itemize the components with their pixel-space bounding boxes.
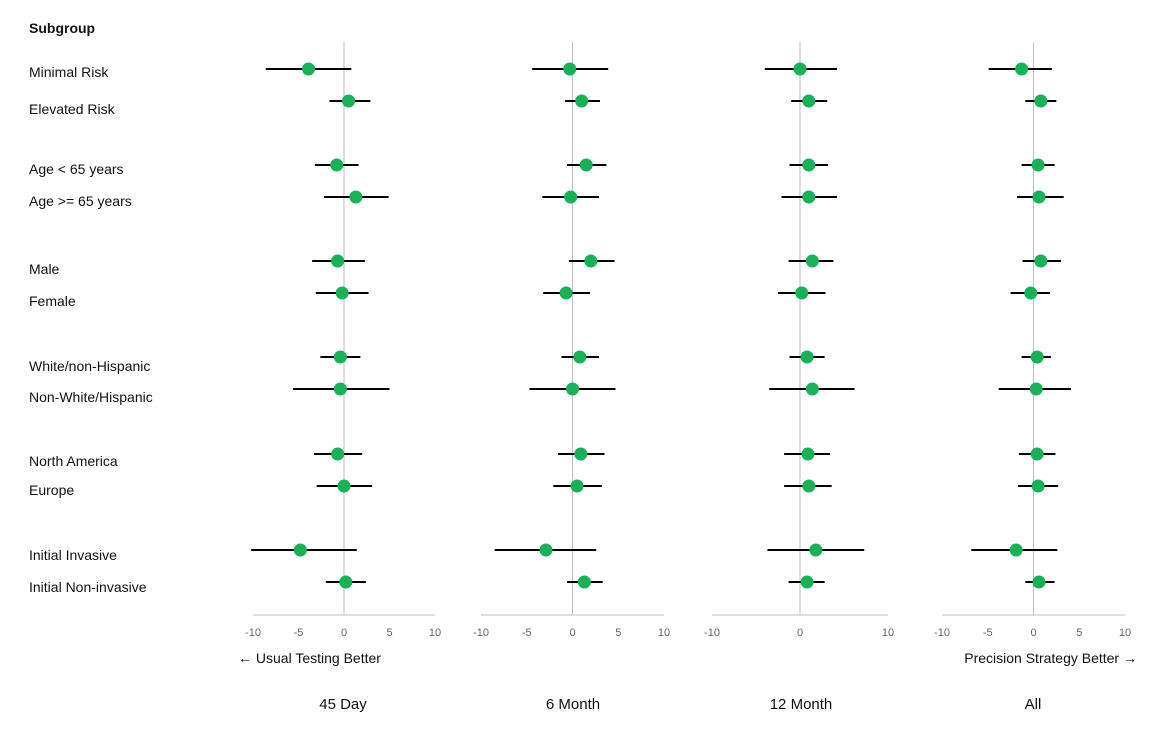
subgroup-labels: Minimal Risk Elevated Risk Age < 65 years A… (29, 64, 153, 595)
point-estimate (330, 158, 344, 172)
subgroup-label: Age < 65 years (29, 161, 124, 177)
tick-label: 0 (1030, 627, 1036, 639)
point-estimate (793, 62, 807, 76)
point-estimate (559, 286, 573, 300)
point-estimate (339, 575, 353, 589)
point-estimate (584, 254, 598, 268)
panels: -10 -5 0 5 10 45 Day -10 -5 0 5 10 6 Month -10 0 10 12 … (245, 42, 1131, 713)
tick-label: 10 (429, 627, 441, 639)
point-estimate (573, 350, 587, 364)
subgroup-label: White/non-Hispanic (29, 358, 150, 374)
point-estimate (575, 94, 589, 108)
point-estimate (1034, 94, 1048, 108)
subgroup-label: Male (29, 261, 60, 277)
tick-label: -10 (704, 627, 720, 639)
point-estimate (577, 575, 591, 589)
panel-title: 45 Day (319, 696, 367, 713)
panel-45-day: -10 -5 0 5 10 45 Day (245, 42, 441, 713)
subgroup-header: Subgroup (29, 20, 95, 36)
point-estimate (1031, 158, 1045, 172)
point-estimate (802, 158, 816, 172)
panel-title: All (1025, 696, 1042, 713)
point-estimate (1031, 479, 1045, 493)
subgroup-label: Female (29, 293, 76, 309)
point-estimate (331, 447, 345, 461)
point-estimate (333, 350, 347, 364)
point-estimate (539, 543, 553, 557)
point-estimate (574, 447, 588, 461)
tick-label: -10 (245, 627, 261, 639)
point-estimate (805, 382, 819, 396)
tick-label: 5 (615, 627, 621, 639)
subgroup-label: Age >= 65 years (29, 193, 132, 209)
point-estimate (1030, 350, 1044, 364)
point-estimate (579, 158, 593, 172)
point-estimate (802, 190, 816, 204)
direction-left-label: ← Usual Testing Better (238, 650, 381, 666)
tick-label: -10 (473, 627, 489, 639)
panel-12-month: -10 0 10 12 Month (704, 42, 894, 713)
point-estimate (801, 447, 815, 461)
subgroup-label: Initial Non-invasive (29, 579, 147, 595)
subgroup-label: North America (29, 453, 118, 469)
point-estimate (1009, 543, 1023, 557)
panel-title: 12 Month (770, 696, 833, 713)
point-estimate (805, 254, 819, 268)
point-estimate (564, 190, 578, 204)
tick-label: -5 (522, 627, 532, 639)
point-estimate (335, 286, 349, 300)
subgroup-label: Minimal Risk (29, 64, 109, 80)
tick-label: 10 (882, 627, 894, 639)
point-estimate (563, 62, 577, 76)
tick-label: 5 (1076, 627, 1082, 639)
point-estimate (1032, 190, 1046, 204)
point-estimate (795, 286, 809, 300)
point-estimate (302, 62, 316, 76)
panel-6-month: -10 -5 0 5 10 6 Month (473, 42, 670, 713)
point-estimate (333, 382, 347, 396)
tick-label: -10 (934, 627, 950, 639)
point-estimate (570, 479, 584, 493)
tick-label: 10 (1119, 627, 1131, 639)
point-estimate (1015, 62, 1029, 76)
point-estimate (1034, 254, 1048, 268)
point-estimate (800, 350, 814, 364)
tick-label: 0 (341, 627, 347, 639)
tick-label: 0 (797, 627, 803, 639)
point-estimate (331, 254, 345, 268)
point-estimate (349, 190, 363, 204)
subgroup-label: Initial Invasive (29, 547, 117, 563)
direction-right-label: Precision Strategy Better → (964, 650, 1137, 666)
subgroup-label: Elevated Risk (29, 101, 116, 117)
point-estimate (1032, 575, 1046, 589)
point-estimate (337, 479, 351, 493)
point-estimate (802, 479, 816, 493)
tick-label: 0 (569, 627, 575, 639)
point-estimate (1030, 447, 1044, 461)
subgroup-label: Non-White/Hispanic (29, 389, 153, 405)
point-estimate (1029, 382, 1043, 396)
tick-label: 10 (658, 627, 670, 639)
tick-label: -5 (983, 627, 993, 639)
tick-label: 5 (386, 627, 392, 639)
panel-all: -10 -5 0 5 10 All (934, 42, 1131, 713)
point-estimate (566, 382, 579, 396)
point-estimate (1024, 286, 1038, 300)
point-estimate (802, 94, 816, 108)
tick-label: -5 (294, 627, 304, 639)
panel-title: 6 Month (546, 696, 600, 713)
point-estimate (809, 543, 823, 557)
subgroup-label: Europe (29, 482, 74, 498)
point-estimate (293, 543, 307, 557)
point-estimate (342, 94, 356, 108)
point-estimate (800, 575, 814, 589)
